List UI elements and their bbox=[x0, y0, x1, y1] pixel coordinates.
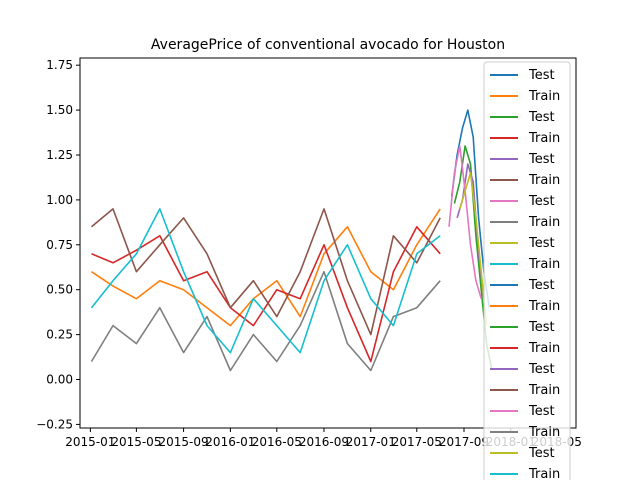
y-tick-label: 1.25 bbox=[46, 148, 73, 162]
x-tick-label: 2017-05 bbox=[392, 435, 442, 449]
x-tick-label: 2016-05 bbox=[252, 435, 302, 449]
chart-title: AveragePrice of conventional avocado for… bbox=[151, 37, 505, 53]
x-tick-label: 2016-09 bbox=[299, 435, 349, 449]
x-tick-label: 2015-01 bbox=[65, 435, 115, 449]
series-line-4 bbox=[91, 226, 441, 363]
y-axis: −0.25 0.00 0.25 0.50 0.75 1.00 1.25 1.50 1.75 bbox=[36, 58, 80, 431]
x-tick-label: 2015-09 bbox=[159, 435, 209, 449]
legend-label: Train bbox=[528, 215, 560, 230]
legend-label: Train bbox=[528, 383, 560, 398]
y-tick-label: 0.75 bbox=[46, 238, 73, 252]
legend-label: Train bbox=[528, 173, 560, 188]
y-tick-label: 0.50 bbox=[46, 283, 73, 297]
y-tick-label: 0.25 bbox=[46, 328, 73, 342]
legend-label: Test bbox=[528, 278, 555, 293]
series-line-2 bbox=[91, 208, 441, 327]
legend-label: Test bbox=[528, 110, 555, 125]
series-line-10 bbox=[90, 208, 441, 354]
x-tick-label: 2017-01 bbox=[346, 435, 396, 449]
legend-label: Test bbox=[528, 194, 555, 209]
y-tick-label: 1.50 bbox=[46, 103, 73, 117]
legend-label: Train bbox=[528, 257, 560, 272]
series-line-6 bbox=[90, 208, 441, 336]
legend-label: Test bbox=[528, 152, 555, 167]
plot-lines bbox=[90, 109, 493, 372]
legend-label: Train bbox=[528, 467, 560, 480]
x-tick-label: 2015-05 bbox=[111, 435, 161, 449]
legend-label: Train bbox=[528, 425, 560, 440]
y-tick-label: 0.00 bbox=[46, 373, 73, 387]
legend-label: Train bbox=[528, 89, 560, 104]
legend-label: Test bbox=[528, 68, 555, 83]
legend-label: Test bbox=[528, 404, 555, 419]
legend: Test Train Test Train Test Train Test Train Test… bbox=[483, 61, 571, 480]
legend-label: Train bbox=[528, 341, 560, 356]
y-tick-label: 1.75 bbox=[46, 58, 73, 72]
legend-label: Train bbox=[528, 299, 560, 314]
legend-label: Test bbox=[528, 236, 555, 251]
legend-label: Test bbox=[528, 362, 555, 377]
legend-label: Test bbox=[528, 320, 555, 335]
legend-box bbox=[483, 61, 571, 480]
series-line-9 bbox=[459, 172, 488, 326]
series-line-1 bbox=[450, 109, 491, 308]
x-tick-label: 2017-09 bbox=[439, 435, 489, 449]
legend-label: Train bbox=[528, 131, 560, 146]
y-tick-label: −0.25 bbox=[36, 417, 73, 431]
legend-label: Test bbox=[528, 446, 555, 461]
series-line-8 bbox=[90, 270, 441, 372]
plot-frame bbox=[79, 57, 577, 429]
y-tick-label: 1.00 bbox=[46, 193, 73, 207]
x-tick-label: 2016-01 bbox=[205, 435, 255, 449]
